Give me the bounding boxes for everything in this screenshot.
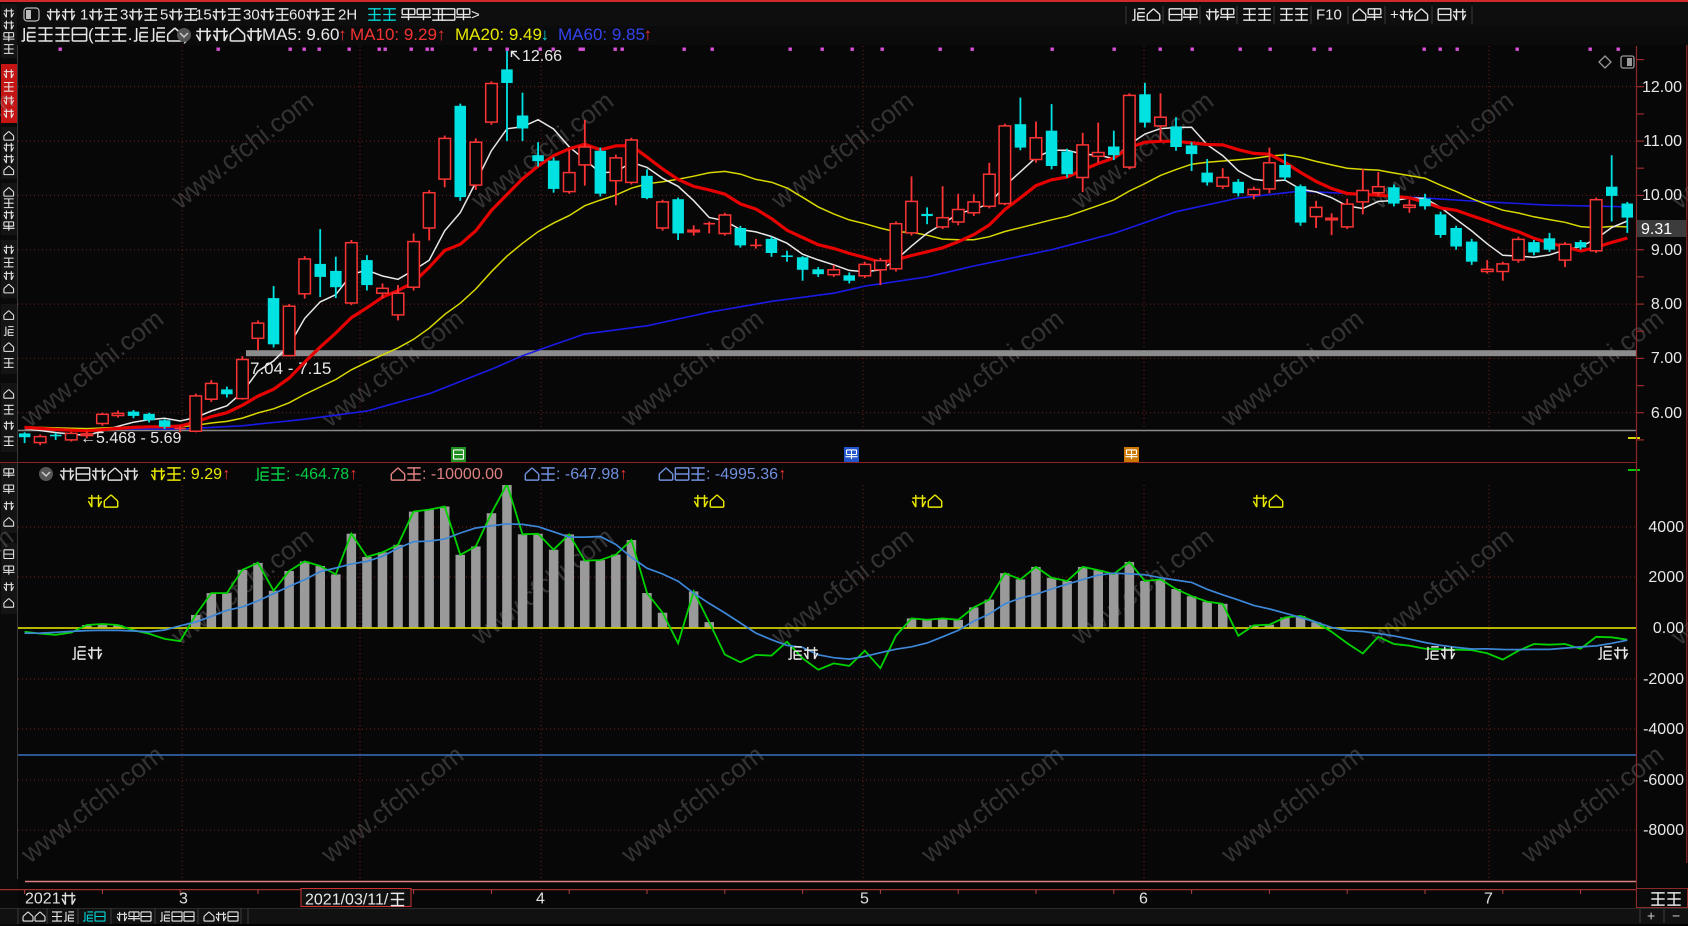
svg-text:www.cfchi.com: www.cfchi.com <box>914 739 1069 869</box>
svg-text:↑: ↑ <box>644 25 653 44</box>
svg-text:−: − <box>1672 908 1680 924</box>
svg-text:.: . <box>128 25 133 44</box>
svg-text:www.cfchi.com: www.cfchi.com <box>1364 521 1519 651</box>
svg-text:-2000: -2000 <box>1643 671 1684 688</box>
svg-text:www.cfchi.com: www.cfchi.com <box>314 739 469 869</box>
svg-text:12.00: 12.00 <box>1642 79 1682 96</box>
svg-text:0.00: 0.00 <box>1653 620 1684 637</box>
svg-text:F10: F10 <box>1316 6 1342 23</box>
svg-text:9.00: 9.00 <box>1651 242 1682 259</box>
svg-text:www.cfchi.com: www.cfchi.com <box>764 85 919 215</box>
svg-text:4000: 4000 <box>1648 519 1684 536</box>
svg-text:↑: ↑ <box>222 466 230 483</box>
svg-text:MA10: 9.29↑: MA10: 9.29↑ <box>350 25 445 44</box>
svg-text:3: 3 <box>179 891 188 908</box>
svg-text:7.00: 7.00 <box>1651 350 1682 367</box>
svg-text:www.cfchi.com: www.cfchi.com <box>764 521 919 651</box>
svg-text:MA20: 9.49: MA20: 9.49 <box>455 25 542 44</box>
svg-text:2000: 2000 <box>1648 569 1684 586</box>
svg-text:1: 1 <box>80 6 88 23</box>
svg-text:www.cfchi.com: www.cfchi.com <box>914 303 1069 433</box>
svg-text:MA60: 9.85: MA60: 9.85 <box>558 25 645 44</box>
svg-text:30: 30 <box>243 6 260 23</box>
svg-text:www.cfchi.com: www.cfchi.com <box>314 303 469 433</box>
svg-text:8.00: 8.00 <box>1651 296 1682 313</box>
svg-text:↑: ↑ <box>778 466 786 483</box>
svg-text:3: 3 <box>120 6 128 23</box>
svg-text:: -4995.36: : -4995.36 <box>706 466 778 483</box>
svg-text:4: 4 <box>536 891 545 908</box>
svg-text:10.00: 10.00 <box>1642 187 1682 204</box>
svg-text:12.66: 12.66 <box>522 48 562 65</box>
svg-text:↑: ↑ <box>350 466 358 483</box>
svg-text:15: 15 <box>195 6 212 23</box>
svg-text:-4000: -4000 <box>1643 721 1684 738</box>
svg-text:-6000: -6000 <box>1643 772 1684 789</box>
svg-text:www.cfchi.com: www.cfchi.com <box>1214 739 1369 869</box>
svg-text:2021: 2021 <box>25 891 61 908</box>
svg-text:MA5: 9.60: MA5: 9.60 <box>262 25 340 44</box>
svg-text:www.cfchi.com: www.cfchi.com <box>1514 739 1669 869</box>
svg-text:2021/03/11/: 2021/03/11/ <box>305 892 389 908</box>
svg-text:9.31: 9.31 <box>1641 221 1672 238</box>
svg-text:↑: ↑ <box>338 25 347 44</box>
svg-text:(: ( <box>88 25 94 44</box>
svg-text:+: + <box>1390 6 1399 23</box>
svg-text:7: 7 <box>1484 891 1493 908</box>
svg-text:www.cfchi.com: www.cfchi.com <box>614 303 769 433</box>
svg-text:2H: 2H <box>338 6 357 23</box>
svg-text:www.cfchi.com: www.cfchi.com <box>14 739 169 869</box>
svg-text:↓: ↓ <box>541 25 550 44</box>
svg-text:www.cfchi.com: www.cfchi.com <box>614 739 769 869</box>
svg-text:11.00: 11.00 <box>1643 133 1682 150</box>
svg-text:↑: ↑ <box>620 466 628 483</box>
svg-text:5: 5 <box>160 6 168 23</box>
svg-text:www.cfchi.com: www.cfchi.com <box>1214 303 1369 433</box>
svg-text:>: > <box>471 6 480 23</box>
svg-text:: -464.78: : -464.78 <box>286 466 349 483</box>
svg-text:www.cfchi.com: www.cfchi.com <box>0 85 19 215</box>
svg-text:www.cfchi.com: www.cfchi.com <box>1514 303 1669 433</box>
svg-text:+: + <box>1647 908 1655 924</box>
svg-text:-8000: -8000 <box>1643 822 1684 839</box>
svg-text:www.cfchi.com: www.cfchi.com <box>0 521 19 651</box>
svg-text:5: 5 <box>860 891 869 908</box>
svg-text:: 9.29: : 9.29 <box>182 466 222 483</box>
svg-text:: -10000.00: : -10000.00 <box>422 466 503 483</box>
svg-text:6: 6 <box>1139 891 1148 908</box>
svg-text:6.00: 6.00 <box>1651 405 1682 422</box>
svg-text:60: 60 <box>289 6 306 23</box>
svg-text:: -647.98: : -647.98 <box>556 466 619 483</box>
svg-text:←5.468 - 5.69: ←5.468 - 5.69 <box>80 430 182 447</box>
svg-text:www.cfchi.com: www.cfchi.com <box>164 85 319 215</box>
